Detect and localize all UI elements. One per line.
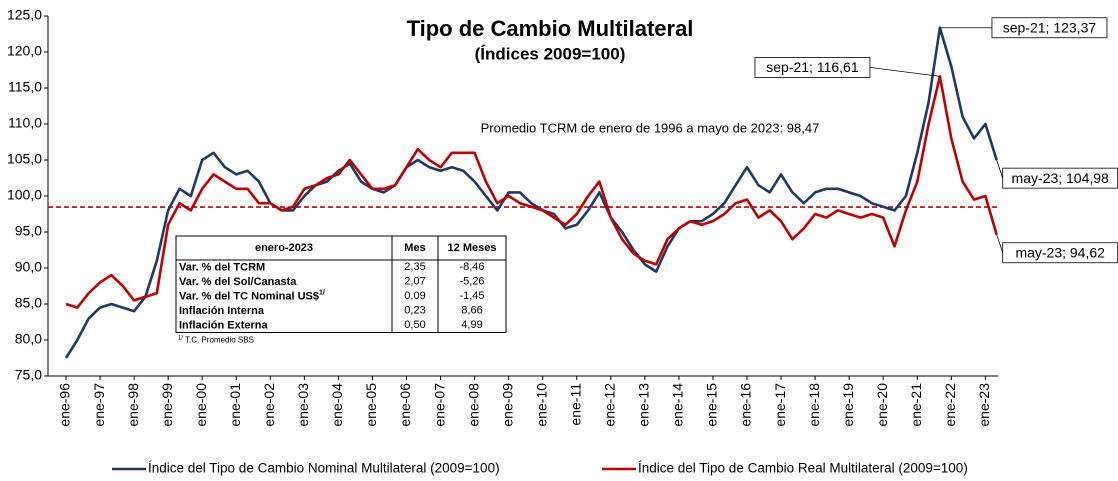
x-tick-label: ene-99 [159,383,175,427]
x-tick-label: ene-23 [976,383,992,427]
table-cell: -8,46 [459,261,484,273]
table-row-text: Var. % del TC Nominal US$ [179,290,319,302]
y-tick-label: 110,0 [8,115,42,131]
x-tick-label: ene-08 [465,383,481,427]
legend-label: Índice del Tipo de Cambio Nominal Multil… [148,461,500,476]
annotation-box [991,17,1108,39]
x-tick-label: ene-16 [738,383,754,427]
footnote-mark: 1/ [178,335,183,341]
table-cell: 0,50 [404,319,425,331]
x-tick-label: ene-06 [397,383,413,427]
y-tick-label: 105,0 [7,151,42,167]
x-tick-label: ene-20 [874,383,890,427]
x-tick-label: ene-96 [57,383,73,427]
table-header: Mes [404,242,425,254]
x-tick-label: ene-04 [329,383,345,427]
x-tick-label: ene-97 [91,383,107,427]
chart-subtitle: (Índices 2009=100) [475,44,626,63]
annotation-label: sep-21; 116,61 [766,59,859,75]
table-row-text: Inflación Externa [179,319,269,331]
legend-label: Índice del Tipo de Cambio Real Multilate… [638,461,968,476]
annotation-label: may-23; 94,62 [1015,244,1105,260]
x-tick-label: ene-02 [261,383,277,427]
x-tick-label: ene-10 [533,383,549,427]
y-tick-label: 75,0 [15,367,42,383]
annotation-leader [996,234,1004,253]
table-header: enero-2023 [255,242,313,254]
y-tick-label: 95,0 [15,223,42,239]
table-row-note: 1/ [319,289,325,296]
table-cell: 0,23 [404,305,425,317]
x-tick-label: ene-05 [363,383,379,427]
table-cell: -5,26 [459,276,484,288]
annotation-box [754,57,871,78]
x-tick-label: ene-11 [567,383,583,426]
y-tick-label: 120,0 [7,43,42,59]
annotation-label: sep-21; 123,37 [1003,19,1097,35]
table-row-label: Inflación Externa [179,319,269,331]
x-tick-label: ene-19 [840,383,856,427]
table-footnote: 1/T.C. Promedio SBS [178,335,254,345]
x-tick-label: ene-13 [636,383,652,427]
y-tick-label: 100,0 [7,187,42,203]
chart-title: Tipo de Cambio Multilateral [407,16,694,41]
table-row-text: Var. % del TCRM [179,261,265,273]
line-series [65,75,998,309]
x-tick-label: ene-01 [227,383,243,427]
table-row-text: Var. % del Sol/Canasta [179,276,297,288]
x-tick-label: ene-22 [942,383,958,427]
table-row-label: Var. % del TC Nominal US$1/ [179,289,325,302]
reference-label: Promedio TCRM de enero de 1996 a mayo de… [481,120,820,135]
table-cell: 8,66 [461,305,482,317]
annotation-leader [869,67,941,77]
x-tick-label: ene-07 [431,383,447,427]
y-tick-label: 85,0 [15,295,42,311]
table-row-label: Inflación Interna [179,305,265,317]
table-row-text: Inflación Interna [179,305,265,317]
x-tick-label: ene-09 [499,383,515,427]
table-frame [175,235,507,333]
y-tick-label: 115,0 [8,79,42,95]
x-tick-label: ene-12 [602,383,618,427]
table-row-label: Var. % del Sol/Canasta [179,276,297,288]
y-tick-label: 90,0 [15,259,42,275]
x-tick-label: ene-15 [704,383,720,427]
table-cell: 2,07 [404,276,425,288]
x-tick-label: ene-14 [670,383,686,427]
line-series [64,26,998,359]
x-tick-label: ene-03 [295,383,311,427]
y-tick-label: 125,0 [7,7,42,23]
footnote-text: T.C. Promedio SBS [185,336,254,345]
table-header: 12 Meses [448,242,497,254]
x-tick-label: ene-98 [125,383,141,427]
y-tick-label: 80,0 [15,331,42,347]
x-tick-label: ene-18 [806,383,822,427]
table-cell: 2,35 [404,261,425,273]
table-cell: 0,09 [404,290,425,302]
x-tick-label: ene-21 [908,383,924,427]
x-tick-label: ene-17 [772,383,788,427]
table-row-label: Var. % del TCRM [179,261,265,273]
annotation-leader [996,160,1004,179]
x-tick-label: ene-00 [193,383,209,427]
table-cell: 4,99 [461,319,482,331]
annotation-label: may-23; 104,98 [1012,170,1109,186]
table-cell: -1,45 [459,290,484,302]
